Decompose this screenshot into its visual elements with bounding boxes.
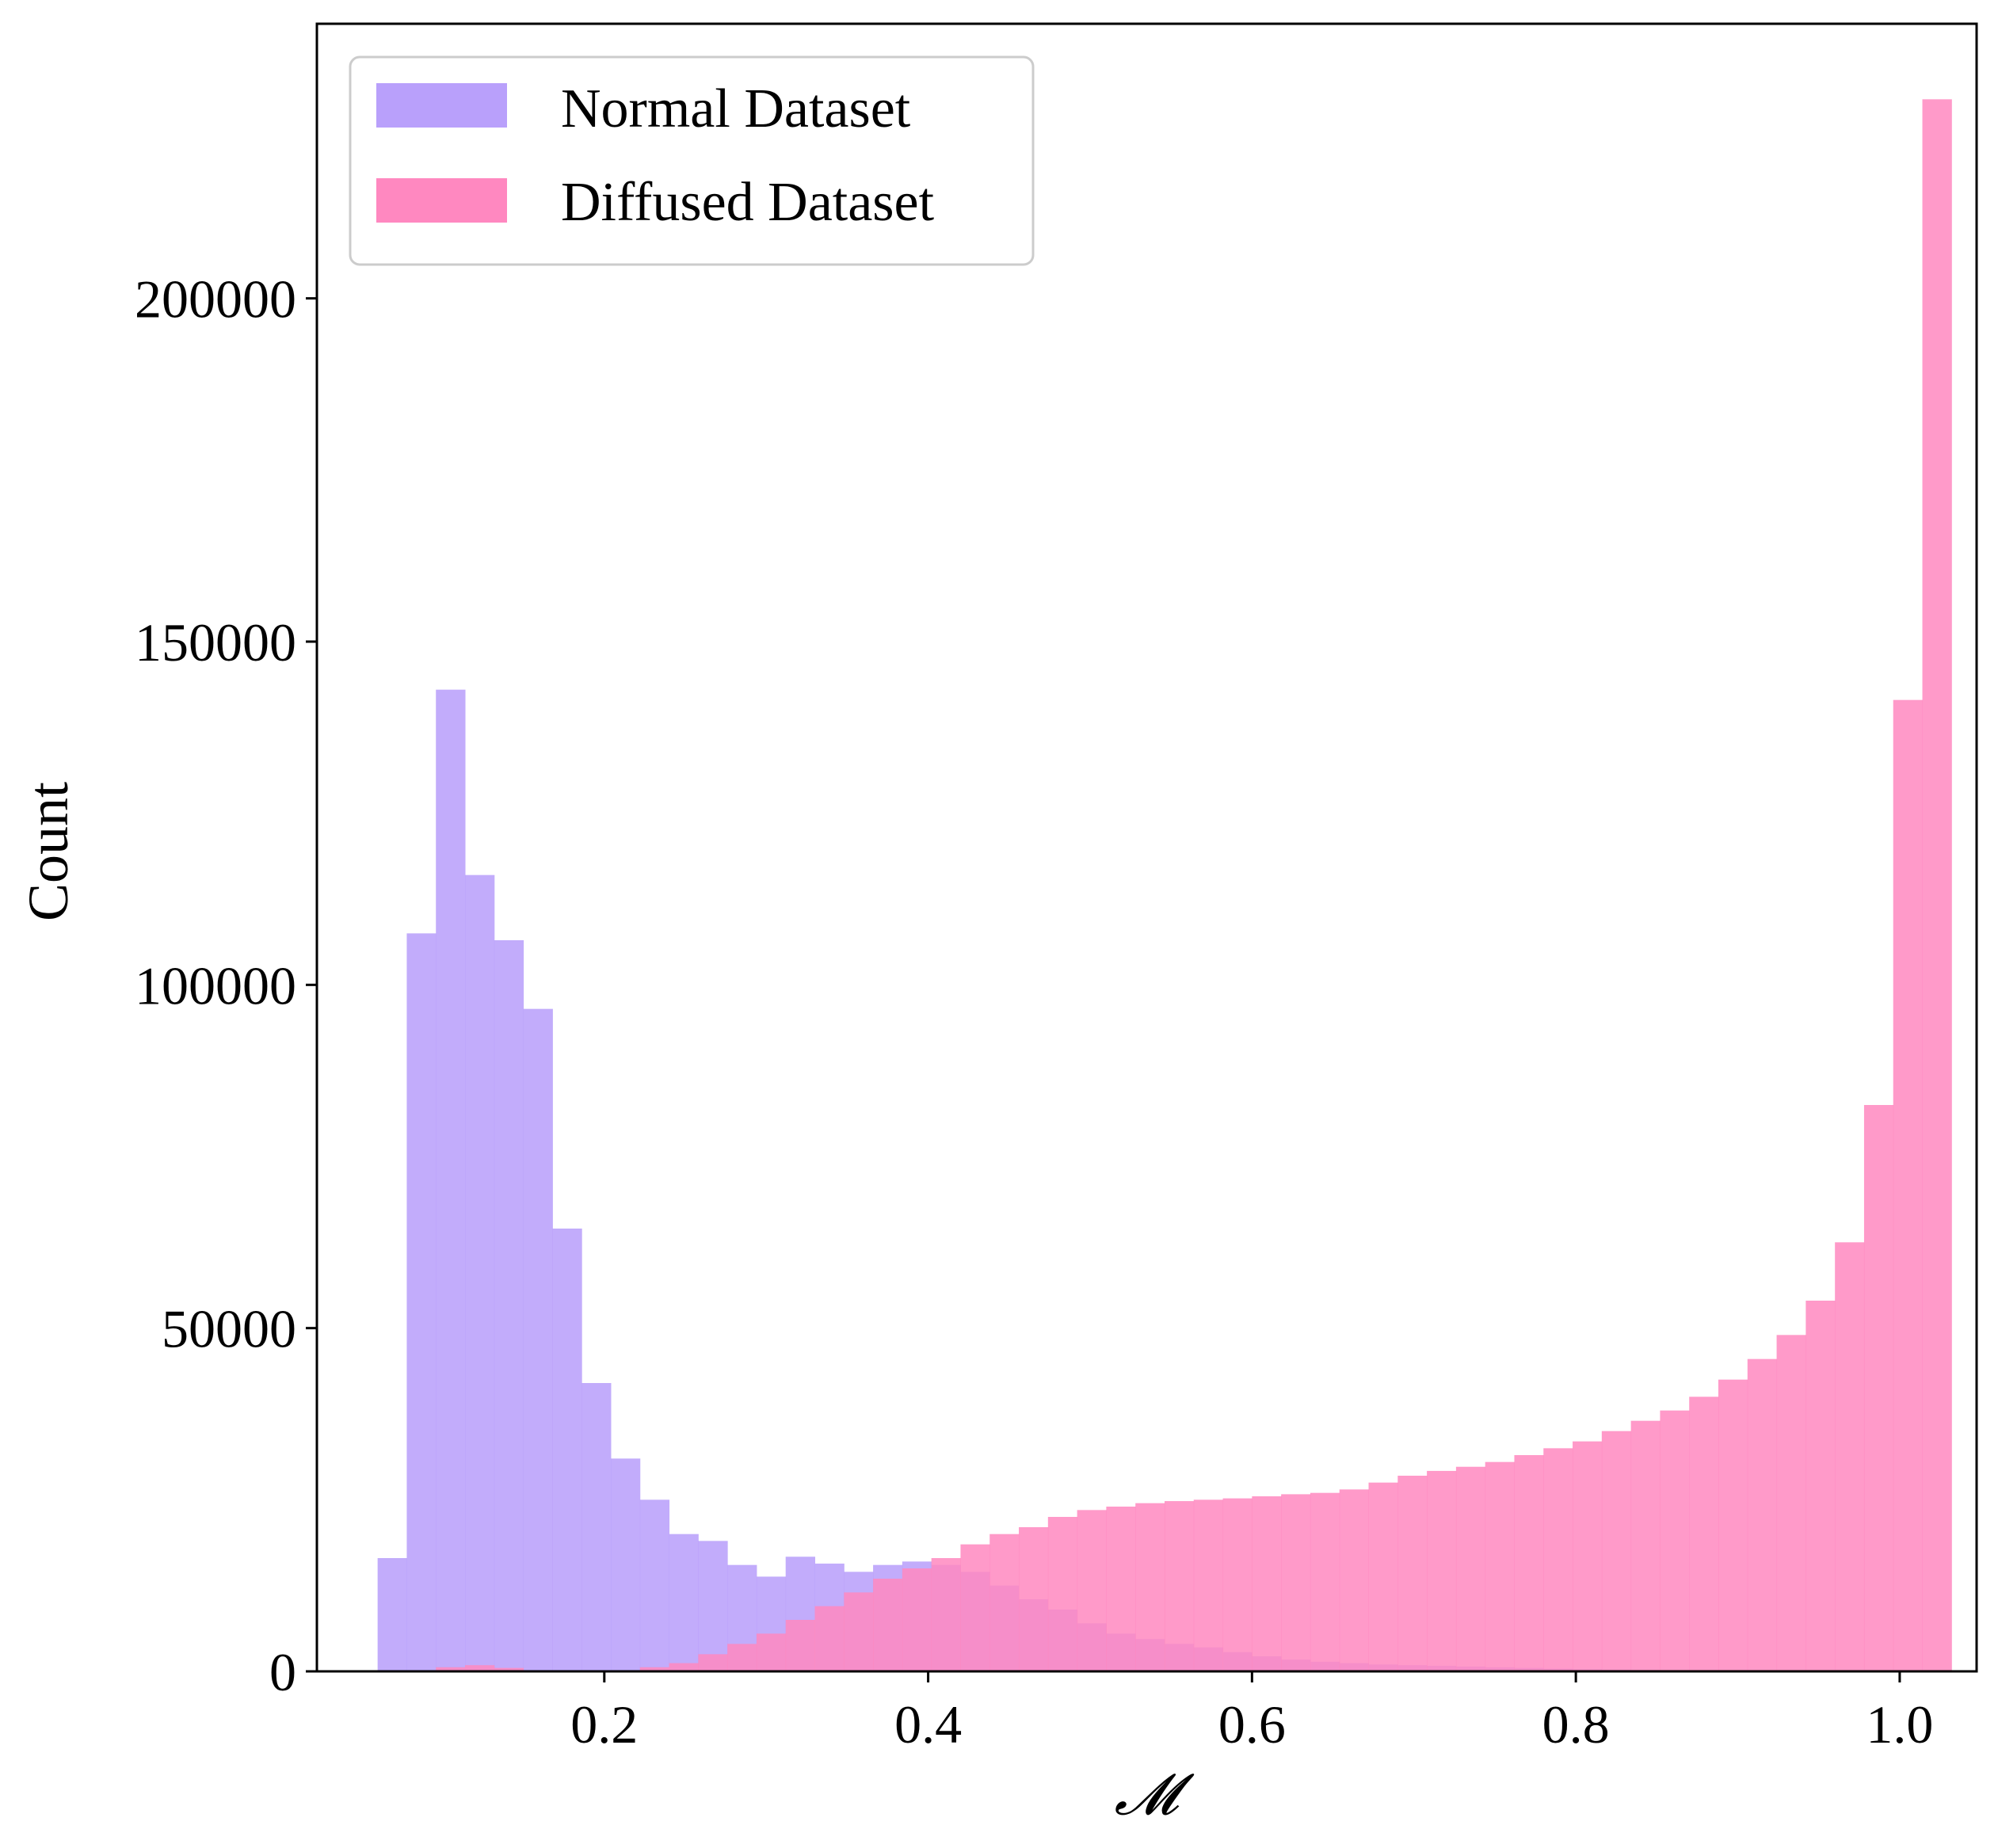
diffused-bar [1106, 1507, 1136, 1671]
diffused-bar [1310, 1492, 1340, 1671]
normal-bar [523, 1008, 553, 1671]
x-tick-label: 1.0 [1866, 1694, 1933, 1755]
diffused-bar [1252, 1496, 1282, 1671]
diffused-bar [1922, 99, 1952, 1671]
diffused-bar [1047, 1517, 1078, 1671]
diffused-bar [465, 1665, 495, 1671]
diffused-bar [785, 1620, 815, 1671]
diffused-bar [698, 1654, 728, 1671]
diffused-bar [1601, 1431, 1632, 1671]
diffused-bar [727, 1644, 757, 1671]
x-tick-label: 0.4 [894, 1694, 962, 1755]
normal-bar [377, 1558, 407, 1671]
diffused-bar [1193, 1499, 1224, 1671]
diffused-bar [1019, 1527, 1049, 1671]
diffused-bar [436, 1667, 466, 1671]
y-tick-label: 150000 [135, 612, 296, 673]
x-tick-label: 0.2 [570, 1694, 638, 1755]
y-axis-ticks: 0 50000 100000 150000 200000 [135, 269, 317, 1702]
diffused-bar [1077, 1510, 1107, 1671]
diffused-dataset-bars [436, 99, 1952, 1671]
normal-bar [610, 1458, 641, 1671]
y-tick-label: 50000 [162, 1299, 296, 1359]
legend-box [349, 55, 1035, 266]
diffused-bar [1630, 1420, 1661, 1671]
diffused-bar [756, 1633, 787, 1671]
diffused-bar [960, 1544, 990, 1671]
diffused-bar [1222, 1498, 1253, 1671]
legend: Normal Dataset Diffused Dataset [349, 55, 1035, 266]
legend-label-diffused: Diffused Dataset [561, 172, 935, 233]
normal-bar [436, 689, 466, 1671]
x-tick-label: 0.8 [1542, 1694, 1610, 1755]
diffused-bar [639, 1667, 670, 1671]
diffused-bar [1835, 1242, 1865, 1671]
diffused-bar [989, 1534, 1020, 1671]
diffused-bar [1863, 1105, 1894, 1671]
diffused-bar [1514, 1455, 1544, 1671]
x-axis-ticks: 0.2 0.4 0.6 0.8 1.0 [570, 1671, 1933, 1755]
diffused-bar [1747, 1358, 1778, 1671]
diffused-bar [494, 1667, 524, 1671]
diffused-bar [1689, 1396, 1719, 1671]
diffused-bar [1397, 1476, 1428, 1671]
diffused-bar [1368, 1482, 1398, 1671]
diffused-bar [902, 1568, 932, 1671]
normal-bar [552, 1229, 582, 1671]
normal-bar [698, 1541, 728, 1671]
diffused-bar [1339, 1489, 1370, 1671]
diffused-bar [1893, 699, 1924, 1671]
legend-swatch-normal [376, 83, 507, 128]
diffused-bar [1135, 1503, 1165, 1671]
diffused-bar [1164, 1501, 1195, 1671]
normal-bar [406, 933, 437, 1671]
diffused-bar [1281, 1494, 1311, 1671]
normal-bar [494, 940, 524, 1671]
diffused-bar [1543, 1448, 1573, 1671]
normal-bar [669, 1534, 699, 1671]
legend-swatch-diffused [376, 178, 507, 223]
diffused-bar [1573, 1441, 1603, 1671]
diffused-bar [844, 1592, 874, 1671]
diffused-bar [873, 1579, 903, 1671]
y-tick-label: 200000 [135, 269, 296, 330]
y-tick-label: 100000 [135, 955, 296, 1015]
y-axis-label: Count [17, 782, 80, 921]
diffused-bar [931, 1558, 961, 1671]
diffused-bar [1718, 1379, 1748, 1671]
plot-frame [315, 22, 1978, 1673]
diffused-bar [1660, 1410, 1690, 1671]
y-tick-label: 0 [269, 1642, 296, 1702]
diffused-bar [1776, 1335, 1806, 1671]
diffused-bar [669, 1663, 699, 1671]
x-tick-label: 0.6 [1218, 1694, 1286, 1755]
diffused-bar [814, 1606, 845, 1671]
diffused-bar [1805, 1301, 1836, 1671]
legend-label-normal: Normal Dataset [561, 78, 911, 139]
diffused-bar [1455, 1466, 1486, 1671]
normal-bar [581, 1383, 612, 1671]
diffused-bar [1427, 1470, 1457, 1671]
normal-bar [639, 1499, 670, 1671]
normal-bar [465, 874, 495, 1671]
diffused-bar [1485, 1461, 1515, 1671]
